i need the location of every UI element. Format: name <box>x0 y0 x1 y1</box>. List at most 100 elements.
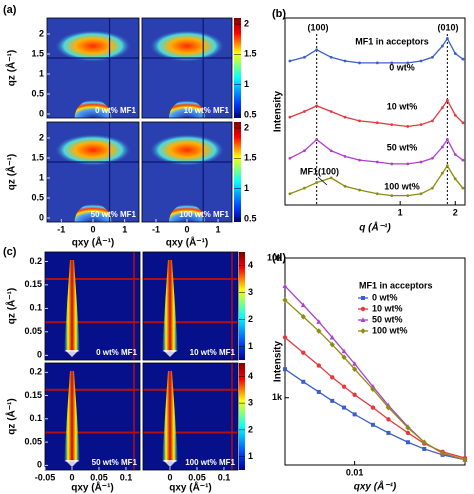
marker <box>329 110 333 113</box>
marker <box>316 363 322 368</box>
beamstop <box>64 350 79 357</box>
y-tick-label: 1.5 <box>31 152 44 162</box>
marker <box>358 188 361 192</box>
marker <box>461 158 465 162</box>
x-tick-label: 0.05 <box>188 472 206 482</box>
legend-title: MF1 in acceptors <box>359 280 433 290</box>
colorbar-tick-label: 1 <box>244 183 249 193</box>
marker <box>329 55 333 59</box>
colorbar <box>234 18 241 118</box>
marker <box>406 162 410 166</box>
y-tick-label: 10k <box>267 252 283 262</box>
marker <box>386 430 391 435</box>
colorbar-tick-label: 0.5 <box>244 109 257 119</box>
y-tick-label: 0.1 <box>29 303 42 313</box>
image-label: 100 wt% MF1 <box>185 458 235 467</box>
x-axis-label: qxy (Å⁻¹) <box>169 481 212 494</box>
annotation: (010) <box>437 22 458 32</box>
marker <box>453 177 457 181</box>
marker <box>329 341 335 348</box>
marker <box>370 422 375 427</box>
marker <box>440 145 444 149</box>
y-axis-label: qz (Å⁻¹) <box>5 398 18 434</box>
marker <box>462 456 468 463</box>
marker <box>375 192 379 196</box>
series-line <box>284 299 466 461</box>
pattern-bg <box>45 363 140 470</box>
y-tick-label: 0.15 <box>24 390 42 400</box>
lamellar-arc <box>149 30 225 62</box>
marker <box>343 184 347 188</box>
marker <box>352 392 357 397</box>
y-tick-label: 0.05 <box>24 436 42 446</box>
marker <box>300 302 306 308</box>
ring-halo <box>169 204 205 222</box>
marker <box>445 98 449 102</box>
marker <box>461 121 465 125</box>
marker <box>341 384 347 389</box>
image-frame <box>141 17 233 119</box>
x-tick-label: -0.05 <box>35 472 56 482</box>
x-tick-label: 1 <box>122 224 127 234</box>
series-line <box>284 368 466 461</box>
x-tick-label: 1 <box>398 207 403 217</box>
marker <box>461 57 465 61</box>
legend-marker <box>361 296 365 300</box>
image-label: 50 wt% MF1 <box>92 458 138 467</box>
ring-halo <box>169 100 205 118</box>
marker <box>405 424 411 431</box>
marker <box>390 123 394 126</box>
specular-rod <box>161 371 178 462</box>
marker <box>358 61 361 65</box>
marker <box>439 450 446 457</box>
legend-label: 0 wt% <box>372 292 398 302</box>
marker <box>329 149 333 153</box>
colorbar-tick-label: 1.5 <box>244 49 257 59</box>
marker <box>421 439 427 446</box>
image-frame <box>44 362 141 471</box>
ring-halo <box>74 203 112 222</box>
pattern-bg <box>143 252 238 360</box>
marker <box>282 335 288 340</box>
image-frame <box>142 251 239 361</box>
x-tick-label: 0.1 <box>218 472 231 482</box>
marker <box>445 37 449 40</box>
plot-frame <box>284 257 466 466</box>
marker <box>343 59 347 63</box>
y-tick-label: 0 <box>37 350 42 360</box>
marker <box>283 367 287 372</box>
image-label: 0 wt% MF1 <box>96 348 137 357</box>
y-axis-label: Intensity <box>273 91 284 133</box>
marker <box>342 405 347 410</box>
marker <box>406 125 410 128</box>
y-axis-label: qz (Å⁻¹) <box>5 50 18 86</box>
y-tick-label: 0.5 <box>31 192 44 202</box>
curve-label: 10 wt% <box>387 101 418 111</box>
marker <box>375 121 379 125</box>
specular-rod <box>63 371 80 462</box>
y-tick-label: 0.2 <box>29 256 42 266</box>
beamstop <box>162 350 177 357</box>
marker <box>406 61 410 65</box>
marker <box>288 59 292 63</box>
marker <box>316 319 322 324</box>
x-tick-label: 0.1 <box>120 472 133 482</box>
legend-marker <box>360 306 366 312</box>
marker <box>315 48 319 52</box>
colorbar-tick-label: 3 <box>248 287 253 297</box>
x-tick-label: -1 <box>152 224 160 234</box>
image-frame <box>44 251 141 361</box>
marker <box>440 44 444 48</box>
marker <box>303 149 306 153</box>
x-tick-label: 1 <box>216 224 221 234</box>
marker <box>431 55 434 59</box>
colorbar <box>234 122 241 222</box>
marker <box>370 405 376 410</box>
y-tick-label: 0.1 <box>29 413 42 423</box>
marker <box>301 379 306 384</box>
legend-label: 100 wt% <box>372 325 408 335</box>
marker <box>390 162 394 166</box>
marker <box>282 283 288 289</box>
marker <box>341 348 347 354</box>
panel-label: (c) <box>3 246 17 258</box>
